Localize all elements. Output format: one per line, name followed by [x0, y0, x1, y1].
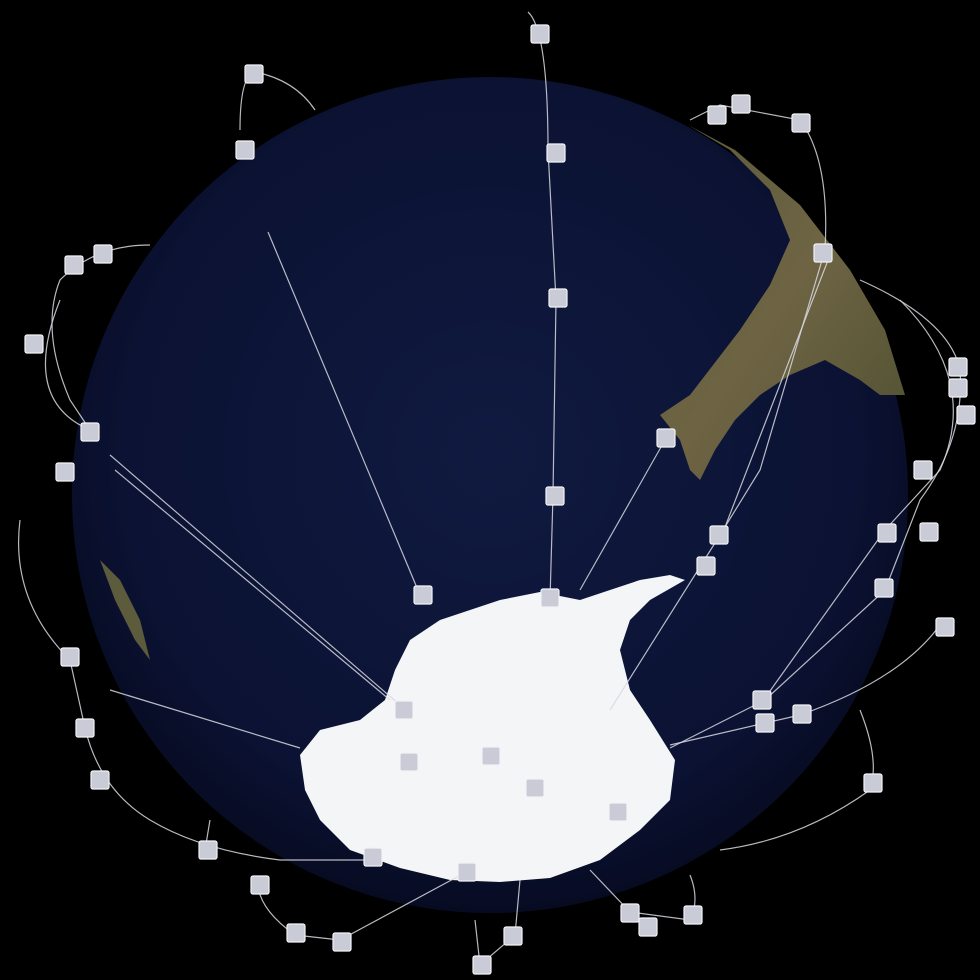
orbit-path [719, 254, 831, 541]
satellite [60, 647, 80, 667]
satellites [24, 24, 976, 975]
satellite [399, 752, 419, 772]
satellite [752, 690, 772, 710]
satellite [792, 704, 812, 724]
orbit-path [669, 624, 941, 746]
satellite [620, 903, 640, 923]
satellite [250, 875, 270, 895]
satellite [503, 926, 523, 946]
orbit-path [114, 469, 391, 701]
satellite [394, 700, 414, 720]
satellite [546, 143, 566, 163]
satellite [683, 905, 703, 925]
satellite [731, 94, 751, 114]
orbit-path [44, 299, 91, 431]
satellite [709, 525, 729, 545]
satellite [332, 932, 352, 952]
satellite [696, 556, 716, 576]
orbit-path [109, 689, 301, 749]
satellite [244, 64, 264, 84]
satellite [530, 24, 550, 44]
satellite [235, 140, 255, 160]
satellite [80, 422, 100, 442]
antarctica [300, 575, 685, 882]
satellite [198, 840, 218, 860]
satellite [481, 746, 501, 766]
satellite [656, 428, 676, 448]
satellite [935, 617, 955, 637]
satellite [956, 405, 976, 425]
satellite [363, 847, 383, 867]
orbit-path [579, 439, 666, 591]
satellite [90, 770, 110, 790]
satellite [548, 288, 568, 308]
satellite [93, 244, 113, 264]
satellite [707, 105, 727, 125]
satellite [24, 334, 44, 354]
satellite [813, 243, 833, 263]
satellite [540, 588, 560, 608]
orbit-path [109, 454, 401, 706]
orbit-path [474, 879, 521, 967]
orbit-path [719, 709, 874, 851]
satellite [755, 713, 775, 733]
satellite [874, 578, 894, 598]
satellite [64, 255, 84, 275]
satellite [877, 523, 897, 543]
orbit-path [267, 231, 421, 596]
satellite [638, 917, 658, 937]
satellite [286, 923, 306, 943]
satellite [55, 462, 75, 482]
satellite [948, 378, 968, 398]
satellite [457, 862, 477, 882]
satellite [608, 802, 628, 822]
satellite [545, 486, 565, 506]
satellite [413, 585, 433, 605]
new-zealand [100, 560, 150, 660]
satellite [913, 460, 933, 480]
satellite [472, 955, 492, 975]
satellite [525, 778, 545, 798]
globe [72, 77, 908, 913]
satellite [919, 522, 939, 542]
satellite [863, 773, 883, 793]
satellite [948, 357, 968, 377]
orbit-path [51, 244, 151, 431]
satellite [75, 718, 95, 738]
south-america [660, 125, 905, 480]
satellite [791, 113, 811, 133]
